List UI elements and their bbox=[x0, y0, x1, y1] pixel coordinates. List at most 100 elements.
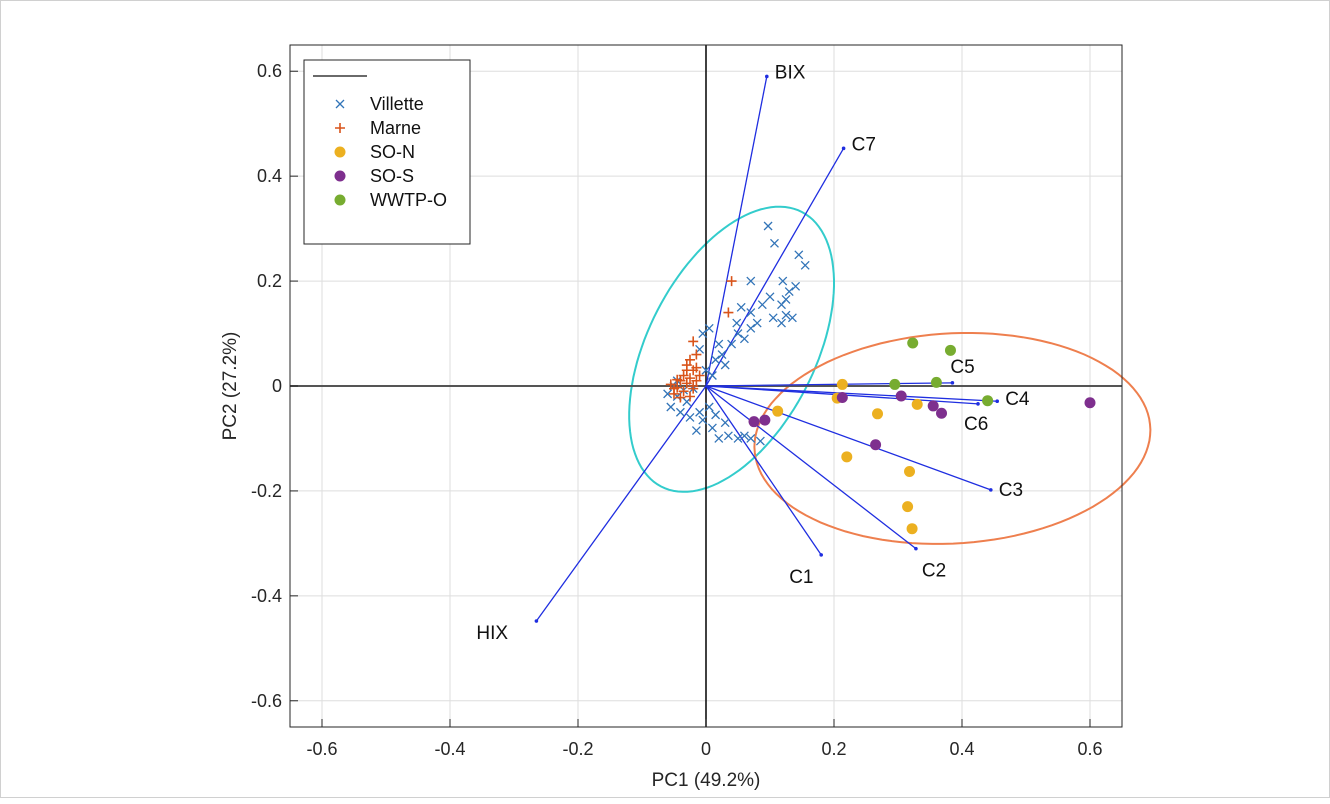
legend-label-so-n: SO-N bbox=[370, 142, 415, 162]
point-villette bbox=[714, 339, 724, 349]
point-so-s bbox=[870, 439, 882, 451]
point-marne bbox=[685, 354, 695, 365]
point-villette bbox=[698, 329, 708, 338]
point-villette bbox=[704, 402, 714, 412]
loading-vector-c3 bbox=[705, 385, 992, 491]
legend-marker-marne bbox=[335, 123, 345, 133]
point-villette bbox=[763, 221, 773, 231]
point-so-s bbox=[927, 400, 939, 412]
point-marne bbox=[691, 375, 702, 386]
series-so-n bbox=[772, 378, 923, 535]
y-tick-label: -0.2 bbox=[251, 481, 282, 501]
point-villette bbox=[698, 415, 708, 425]
point-so-n bbox=[911, 398, 923, 410]
point-villette bbox=[720, 418, 730, 428]
y-tick-label: 0.6 bbox=[257, 61, 282, 81]
point-marne bbox=[672, 374, 683, 385]
point-villette bbox=[781, 310, 791, 320]
point-villette bbox=[711, 355, 721, 365]
y-tick-label: 0.2 bbox=[257, 271, 282, 291]
x-tick-label: 0.2 bbox=[821, 739, 846, 759]
point-villette bbox=[746, 308, 756, 318]
ellipse-1 bbox=[628, 205, 835, 493]
loading-vector-c5 bbox=[705, 382, 953, 387]
point-villette bbox=[695, 407, 705, 417]
point-villette bbox=[733, 329, 743, 338]
point-marne bbox=[691, 349, 702, 360]
point-so-s bbox=[759, 414, 771, 426]
loading-label-c5: C5 bbox=[950, 357, 974, 378]
x-tick-label: -0.2 bbox=[562, 739, 593, 759]
point-villette bbox=[733, 434, 743, 443]
x-tick-labels: -0.6 -0.4 -0.2 0 0.2 0.4 0.6 bbox=[306, 719, 1103, 759]
point-so-n bbox=[772, 405, 784, 417]
point-villette bbox=[746, 434, 756, 443]
point-wwtp-o bbox=[930, 376, 942, 388]
point-villette bbox=[800, 260, 810, 270]
data-points bbox=[663, 221, 1096, 535]
point-marne bbox=[678, 370, 689, 381]
point-wwtp-o bbox=[907, 337, 919, 349]
point-villette bbox=[746, 323, 756, 333]
x-tick-label: -0.4 bbox=[434, 739, 465, 759]
point-marne bbox=[694, 370, 705, 381]
point-marne bbox=[681, 365, 692, 376]
y-tick-label: -0.6 bbox=[251, 691, 282, 711]
point-so-n bbox=[906, 523, 918, 535]
point-villette bbox=[794, 250, 804, 260]
point-so-n bbox=[902, 501, 914, 513]
point-villette bbox=[739, 334, 749, 344]
legend-box bbox=[303, 59, 471, 245]
ellipse-2 bbox=[753, 332, 1152, 545]
legend-label-so-s: SO-S bbox=[370, 166, 414, 186]
point-villette bbox=[777, 318, 786, 328]
point-so-s bbox=[836, 392, 848, 404]
point-villette bbox=[714, 434, 724, 443]
point-villette bbox=[757, 300, 767, 310]
point-villette bbox=[784, 287, 794, 297]
point-villette bbox=[723, 431, 733, 441]
point-villette bbox=[755, 436, 765, 446]
point-so-n bbox=[872, 408, 884, 420]
loading-label-bix: BIX bbox=[775, 62, 806, 83]
point-so-s bbox=[748, 416, 760, 428]
point-marne bbox=[726, 276, 737, 287]
point-marne bbox=[691, 362, 702, 373]
confidence-ellipses bbox=[628, 205, 1152, 545]
legend-marker-so-n bbox=[334, 146, 346, 158]
point-villette bbox=[666, 402, 676, 412]
point-villette bbox=[752, 318, 762, 328]
point-marne bbox=[669, 383, 679, 394]
series-wwtp-o bbox=[889, 337, 994, 407]
legend: Villette Marne SO-N SO-S WWTP-O bbox=[303, 59, 471, 245]
point-villette bbox=[707, 371, 717, 380]
loading-vector-hix bbox=[535, 385, 707, 622]
loading-tip-c1 bbox=[819, 553, 823, 557]
point-so-s bbox=[895, 390, 907, 402]
y-axis-label: PC2 (27.2%) bbox=[220, 332, 241, 441]
point-marne bbox=[678, 386, 689, 397]
point-villette bbox=[685, 413, 695, 422]
point-villette bbox=[791, 281, 801, 291]
point-marne bbox=[675, 392, 686, 403]
point-villette bbox=[736, 302, 746, 312]
loading-tip-c5 bbox=[950, 381, 955, 385]
legend-marker-villette bbox=[335, 99, 345, 109]
loading-label-c3: C3 bbox=[999, 480, 1023, 501]
legend-label-marne: Marne bbox=[370, 118, 421, 138]
point-villette bbox=[675, 407, 685, 417]
point-villette bbox=[746, 276, 756, 286]
legend-label-villette: Villette bbox=[370, 94, 424, 114]
loading-vector-bix bbox=[705, 76, 768, 387]
loading-tip-c6 bbox=[976, 402, 980, 406]
point-villette bbox=[691, 426, 701, 436]
loading-tip-c3 bbox=[989, 488, 993, 492]
x-tick-label: -0.6 bbox=[306, 739, 337, 759]
point-villette bbox=[701, 365, 711, 375]
loading-vector-c1 bbox=[705, 385, 822, 556]
point-marne bbox=[685, 391, 695, 402]
point-wwtp-o bbox=[982, 395, 994, 407]
x-tick-label: 0.6 bbox=[1077, 739, 1102, 759]
